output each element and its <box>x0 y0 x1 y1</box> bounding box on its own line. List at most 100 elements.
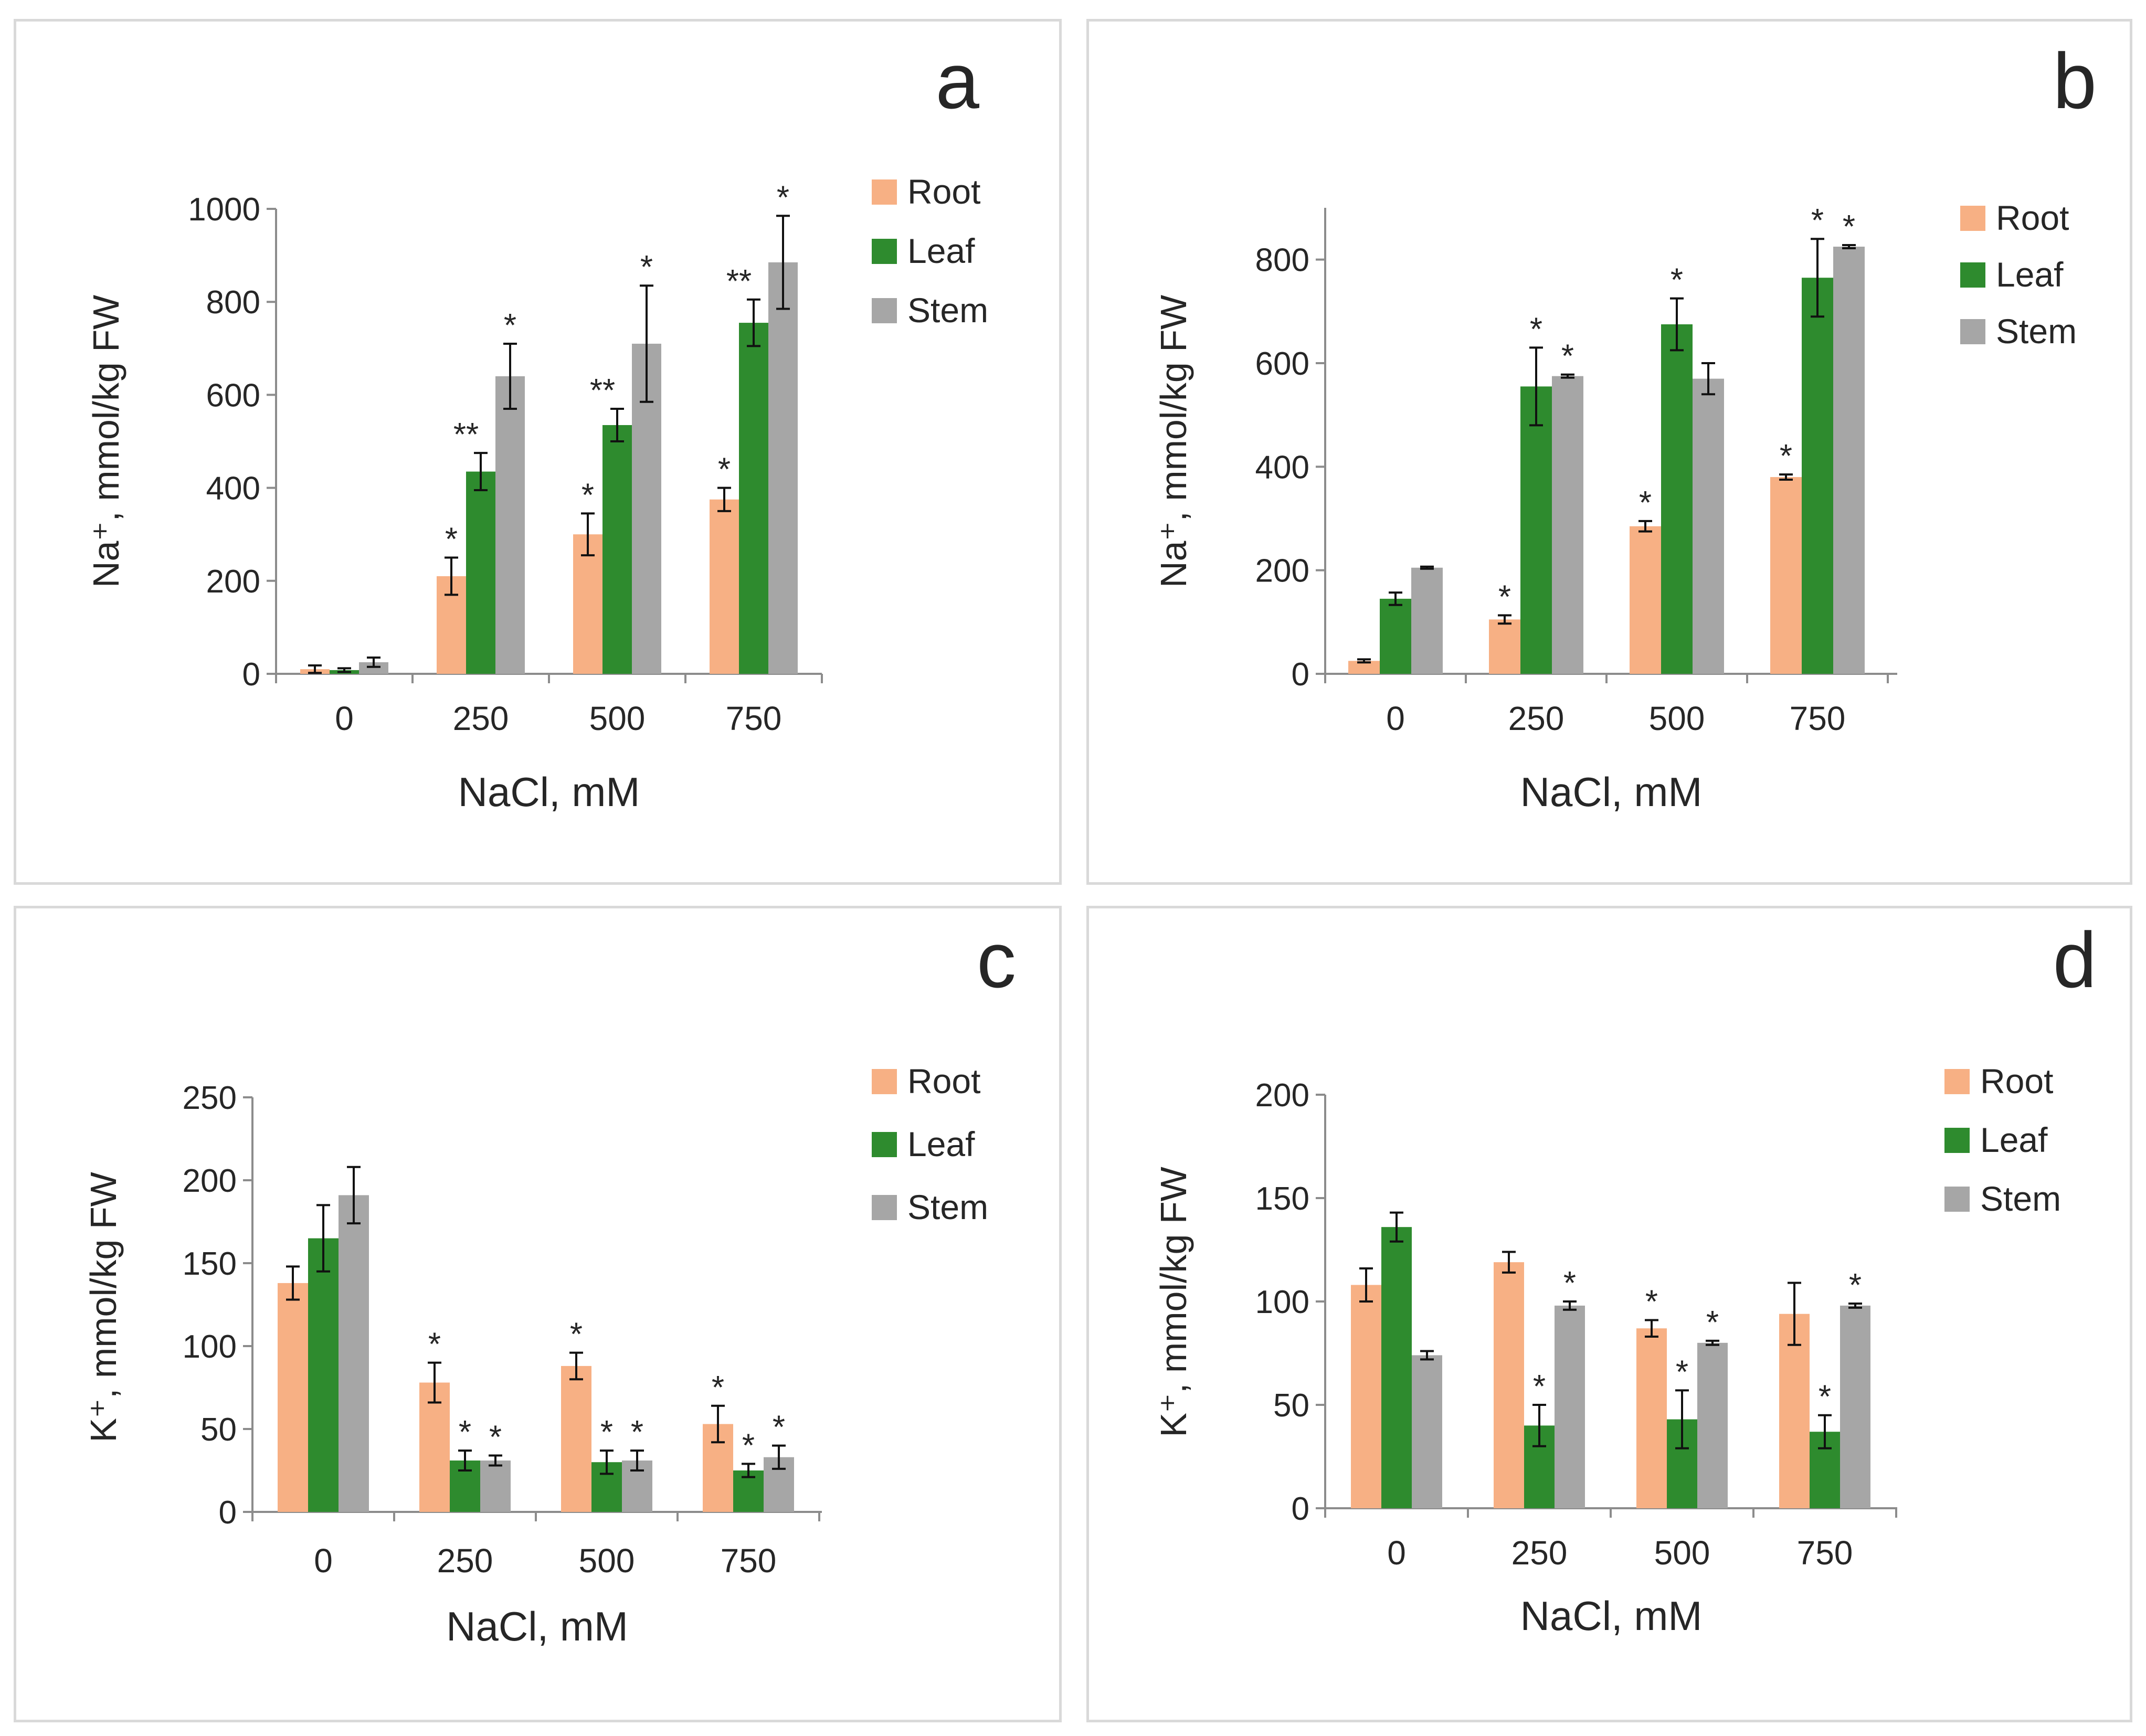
y-tick-label: 100 <box>1255 1284 1309 1320</box>
y-tick-label: 150 <box>183 1246 237 1282</box>
x-axis-title: NaCl, mM <box>446 1603 628 1649</box>
bar-root-500 <box>1630 526 1661 674</box>
significance-mark: * <box>428 1327 441 1363</box>
significance-mark: * <box>640 249 653 285</box>
bar-root-250 <box>1494 1262 1524 1508</box>
bar-root-250 <box>1489 619 1520 674</box>
bar-root-750 <box>1770 477 1802 674</box>
legend-swatch-stem <box>872 1195 897 1220</box>
bar-leaf-0 <box>308 1238 339 1512</box>
y-tick-label: 200 <box>183 1163 237 1199</box>
bar-root-500 <box>561 1365 591 1512</box>
y-axis-title: Na⁺, mmol/kg FW <box>1153 295 1194 588</box>
bar-stem-250 <box>1555 1305 1585 1508</box>
legend-label-root: Root <box>907 1062 980 1100</box>
legend-label-leaf: Leaf <box>1996 255 2064 294</box>
significance-mark: * <box>1811 203 1824 239</box>
bar-stem-750 <box>1833 247 1865 674</box>
y-tick-label: 50 <box>200 1412 237 1448</box>
significance-mark: ** <box>590 373 615 409</box>
legend-label-root: Root <box>907 172 980 211</box>
bar-leaf-500 <box>602 425 632 674</box>
y-tick-label: 800 <box>1255 242 1309 279</box>
bar-stem-250 <box>495 376 525 674</box>
bar-stem-250 <box>480 1460 511 1512</box>
significance-mark: * <box>1843 209 1855 245</box>
bar-root-750 <box>1779 1314 1810 1508</box>
x-axis-title: NaCl, mM <box>458 769 640 815</box>
significance-mark: ** <box>726 263 752 300</box>
bar-leaf-0 <box>1380 598 1411 674</box>
y-tick-label: 1000 <box>188 192 260 228</box>
y-tick-label: 0 <box>1292 1491 1309 1527</box>
y-tick-label: 600 <box>1255 346 1309 382</box>
legend-swatch-root <box>1960 206 1985 231</box>
y-tick-label: 200 <box>1255 1077 1309 1114</box>
panel-letter-a: a <box>936 37 980 125</box>
significance-mark: * <box>1706 1305 1719 1341</box>
significance-mark: * <box>459 1414 471 1451</box>
bar-stem-750 <box>1840 1305 1870 1508</box>
x-tick-label-0: 0 <box>314 1542 333 1580</box>
x-axis-title: NaCl, mM <box>1520 769 1703 815</box>
bar-leaf-750 <box>1802 278 1833 674</box>
x-tick-label-250: 250 <box>1511 1534 1568 1572</box>
y-axis-title: K⁺, mmol/kg FW <box>1153 1167 1194 1437</box>
y-tick-label: 400 <box>206 471 260 507</box>
significance-mark: * <box>1645 1284 1658 1320</box>
legend-swatch-root <box>872 179 897 205</box>
significance-mark: ** <box>453 417 479 453</box>
significance-mark: * <box>712 1370 724 1406</box>
legend-label-stem: Stem <box>907 291 988 330</box>
significance-mark: * <box>1639 485 1652 521</box>
significance-mark: * <box>489 1420 502 1456</box>
significance-mark: * <box>1676 1354 1688 1390</box>
legend-swatch-root <box>872 1069 897 1094</box>
significance-mark: * <box>1819 1379 1831 1415</box>
legend-label-stem: Stem <box>1996 312 2077 351</box>
x-tick-label-500: 500 <box>1649 700 1705 737</box>
x-tick-label-250: 250 <box>437 1542 493 1580</box>
chart-b-svg: 0 200 400 600 800 0 * * * 250 * * 500 * * * 750 NaCl, mM N… <box>1153 37 2097 815</box>
bar-stem-750 <box>768 262 798 674</box>
bar-leaf-500 <box>1661 324 1693 674</box>
y-tick-label: 0 <box>219 1495 237 1531</box>
bar-leaf-750 <box>739 323 768 674</box>
significance-mark: * <box>600 1414 613 1451</box>
significance-mark: * <box>504 308 516 344</box>
x-tick-label-500: 500 <box>579 1542 635 1580</box>
chart-panel-a: 0 200 400 600 800 1000 0 * ** * 250 * ** * 500 * ** * 750 N… <box>14 19 1062 885</box>
significance-mark: * <box>742 1427 755 1464</box>
significance-mark: * <box>1530 311 1542 347</box>
x-tick-label-250: 250 <box>1508 700 1564 737</box>
x-tick-label-500: 500 <box>589 700 646 737</box>
significance-mark: * <box>1780 438 1792 474</box>
bar-stem-0 <box>339 1195 369 1512</box>
y-tick-label: 800 <box>206 284 260 321</box>
significance-mark: * <box>1533 1369 1546 1405</box>
significance-mark: * <box>582 477 594 513</box>
legend-swatch-leaf <box>1960 262 1985 288</box>
panel-letter-d: d <box>2053 916 2097 1004</box>
legend-label-root: Root <box>1980 1062 2053 1100</box>
bar-stem-0 <box>1412 1355 1442 1508</box>
y-tick-label: 100 <box>183 1329 237 1365</box>
chart-panel-d: 0 50 100 150 200 0 * * 250 * * * 500 * * 750 NaCl, mM K⁺,… <box>1086 906 2132 1722</box>
bar-root-0 <box>278 1283 308 1512</box>
legend-swatch-leaf <box>1944 1128 1970 1153</box>
y-tick-label: 50 <box>1273 1388 1309 1424</box>
bar-root-500 <box>1636 1328 1667 1508</box>
y-tick-label: 600 <box>206 377 260 414</box>
y-axis-title: Na⁺, mmol/kg FW <box>86 295 126 588</box>
legend-swatch-stem <box>872 298 897 323</box>
bar-stem-0 <box>359 662 388 674</box>
x-tick-label-500: 500 <box>1654 1534 1710 1572</box>
y-tick-label: 0 <box>242 657 260 693</box>
panel-letter-c: c <box>977 916 1016 1004</box>
bar-root-0 <box>1351 1285 1381 1508</box>
significance-mark: * <box>1849 1267 1862 1304</box>
bar-root-250 <box>419 1382 450 1512</box>
legend-label-leaf: Leaf <box>907 1125 975 1163</box>
bar-leaf-250 <box>466 471 495 674</box>
x-tick-label-0: 0 <box>1387 1534 1406 1572</box>
